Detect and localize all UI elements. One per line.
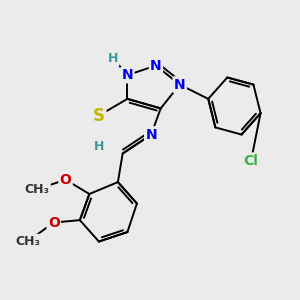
Text: Cl: Cl (244, 154, 259, 168)
Text: CH₃: CH₃ (15, 235, 40, 248)
Text: S: S (93, 106, 105, 124)
Text: N: N (146, 128, 157, 142)
Text: N: N (150, 58, 162, 73)
Text: N: N (174, 78, 185, 92)
Text: O: O (48, 215, 60, 230)
Text: H: H (94, 140, 104, 153)
Text: CH₃: CH₃ (25, 183, 50, 196)
Text: N: N (122, 68, 133, 82)
Text: O: O (60, 173, 71, 187)
Text: H: H (108, 52, 118, 65)
